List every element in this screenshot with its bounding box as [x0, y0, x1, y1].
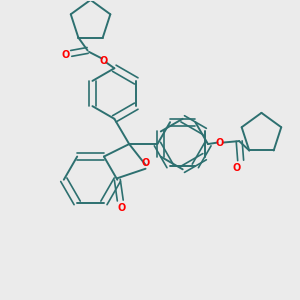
Text: O: O	[118, 203, 126, 213]
Text: O: O	[61, 50, 69, 60]
Text: O: O	[141, 158, 150, 168]
Text: O: O	[100, 56, 108, 66]
Text: O: O	[232, 163, 240, 173]
Text: O: O	[216, 138, 224, 148]
